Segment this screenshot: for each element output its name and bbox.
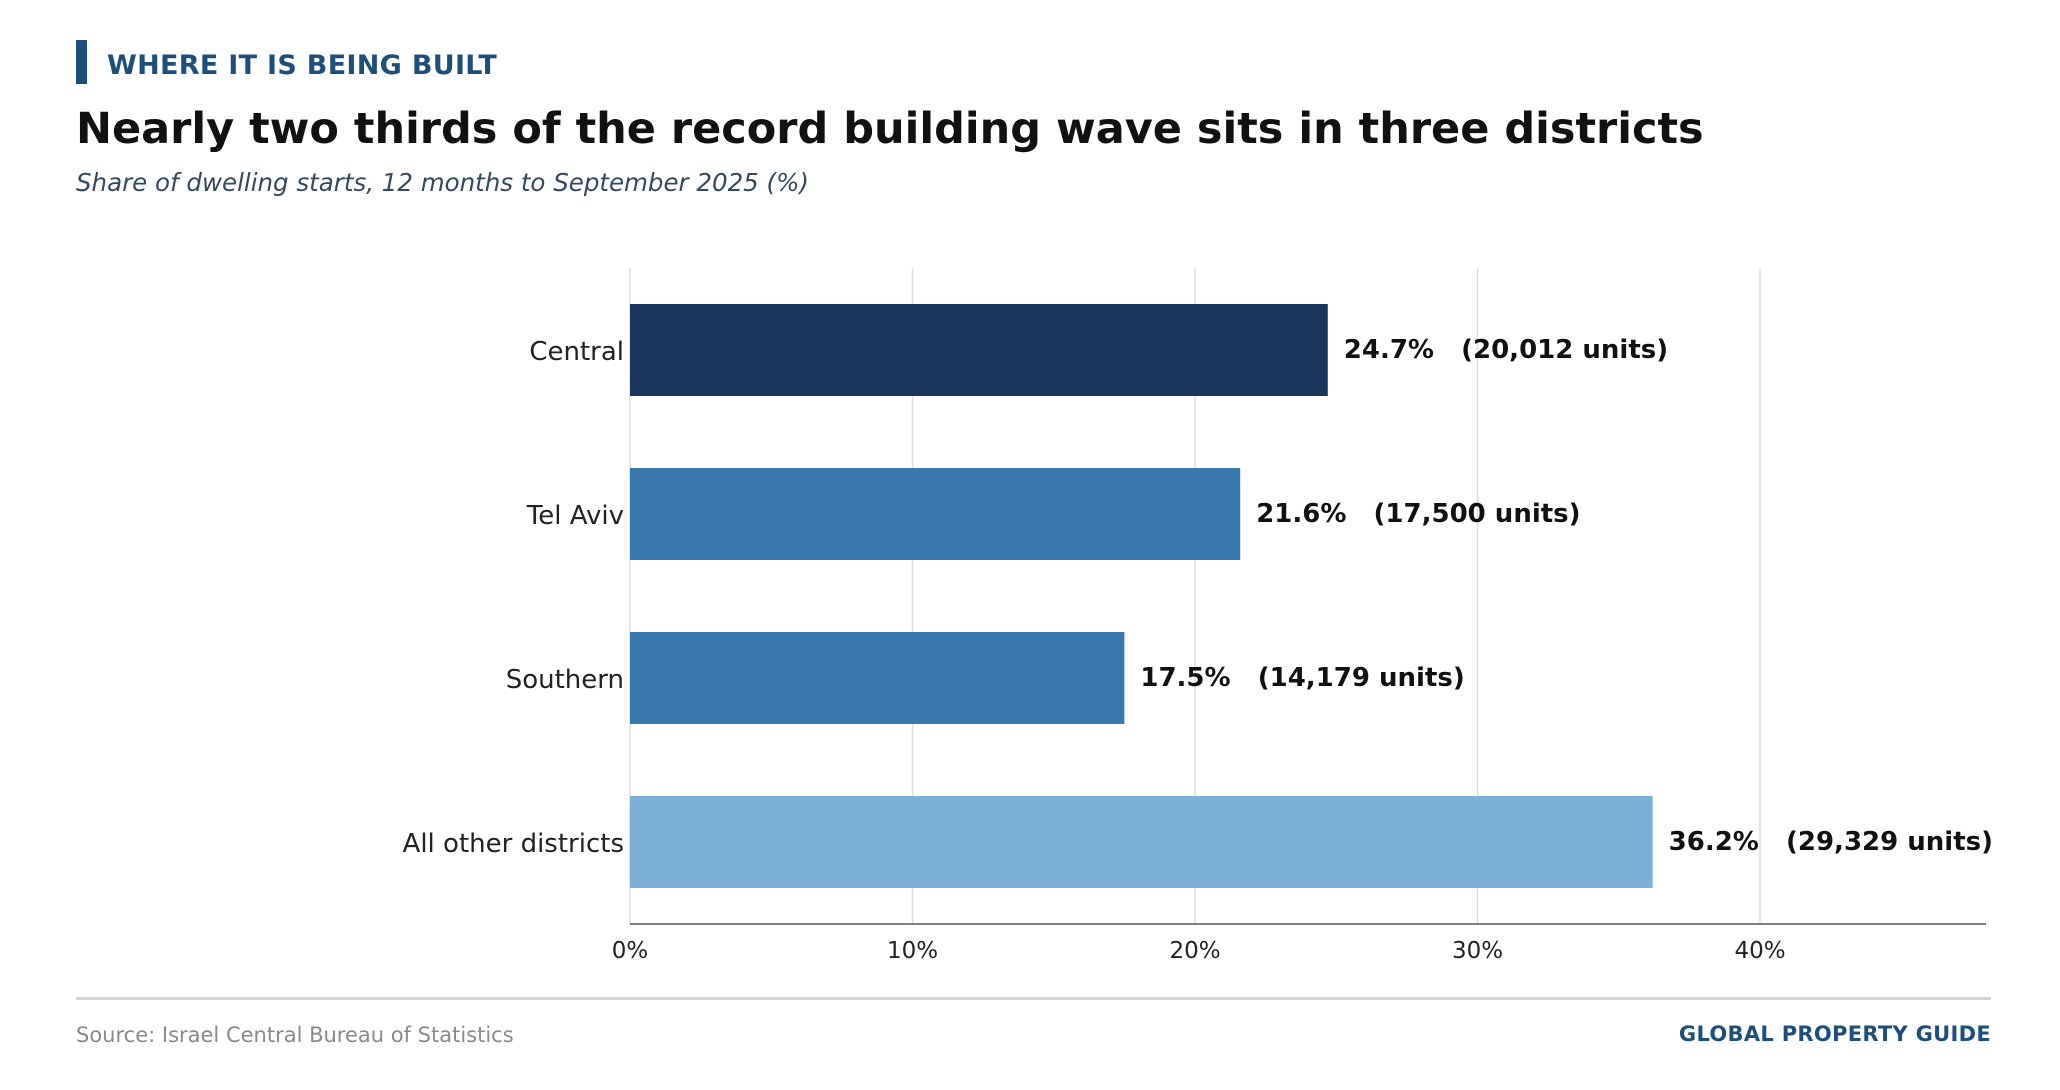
x-tick-label-1: 10% (887, 938, 938, 964)
bar-0 (630, 304, 1328, 396)
x-tick-label-2: 20% (1169, 938, 1220, 964)
data-label-2: 17.5% (14,179 units) (1140, 663, 1464, 693)
category-label-2: Southern (506, 665, 624, 695)
category-label-3: All other districts (403, 829, 624, 859)
x-tick-label-0: 0% (612, 938, 649, 964)
source-note: Source: Israel Central Bureau of Statist… (76, 1023, 514, 1047)
brand-label: GLOBAL PROPERTY GUIDE (1678, 1022, 1991, 1046)
data-label-0: 24.7% (20,012 units) (1344, 335, 1668, 365)
bar-1 (630, 468, 1241, 560)
x-tick-label-4: 40% (1734, 938, 1785, 964)
footer-divider (76, 997, 1991, 1000)
data-label-3: 36.2% (29,329 units) (1669, 827, 1993, 857)
x-tick-label-3: 30% (1452, 938, 1503, 964)
category-label-0: Central (529, 337, 624, 367)
kicker-accent-bar (76, 40, 87, 84)
bar-3 (630, 796, 1653, 888)
data-label-1: 21.6% (17,500 units) (1256, 499, 1580, 529)
kicker-label: WHERE IT IS BEING BUILT (107, 50, 498, 81)
chart-title: Nearly two thirds of the record building… (76, 104, 1704, 154)
bar-chart: Central 24.7% (20,012 units) Tel Aviv 21.6%… (403, 268, 1993, 964)
chart-subtitle: Share of dwelling starts, 12 months to S… (76, 168, 809, 197)
category-label-1: Tel Aviv (526, 501, 624, 531)
bar-2 (630, 632, 1125, 724)
